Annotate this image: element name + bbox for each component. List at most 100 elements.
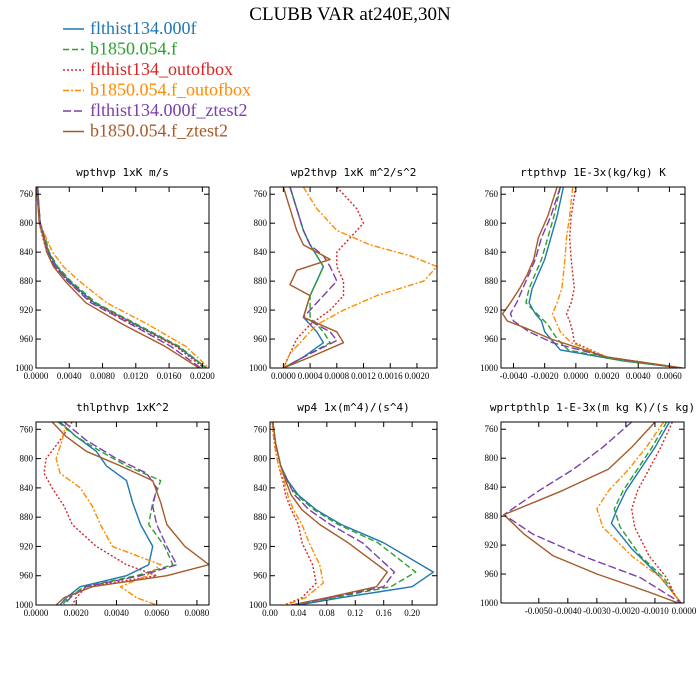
x-tick-label: 0.04 [291,608,307,618]
y-tick-label: 880 [254,276,268,286]
x-tick-label: -0.0030 [583,606,611,616]
series-line-flthist134-outofbox [271,422,317,605]
series-line-flthist134-000f [283,187,325,368]
series-group [43,422,209,605]
series-line-flthist134-000f-ztest2 [272,422,396,605]
y-tick-label: 760 [254,189,268,199]
y-tick-label: 920 [254,305,268,315]
y-tick-label: 920 [485,305,499,315]
y-tick-label: 1000 [480,363,499,373]
legend-entry-3: flthist134_outofbox [90,59,233,79]
series-line-flthist134-000f [59,422,154,605]
x-tick-label: -0.0020 [612,606,640,616]
y-tick-label: 760 [20,424,34,434]
series-line-b1850-054-f-ztest2 [501,187,683,368]
series-line-b1850-054-f-ztest2 [272,422,388,605]
y-tick-label: 800 [20,218,34,228]
x-tick-label: 0.0020 [595,371,620,381]
series-line-flthist134-000f-ztest2 [503,422,682,603]
series-line-b1850-054-f-outofbox [596,422,682,603]
y-tick-label: 1000 [249,600,268,610]
legend: flthist134.000fb1850.054.fflthist134_out… [63,18,251,141]
x-tick-label: 0.0000 [672,606,697,616]
x-tick-label: 0.0040 [104,608,129,618]
x-tick-label: 0.12 [347,608,363,618]
x-tick-label: -0.0040 [500,371,528,381]
x-tick-label: 0.0020 [405,371,430,381]
x-tick-label: -0.0010 [641,606,669,616]
series-line-flthist134-000f [528,187,682,368]
series-line-b1850-054-f [525,187,682,368]
y-tick-label: 920 [20,541,34,551]
legend-entry-5: flthist134.000f_ztest2 [90,100,247,120]
y-tick-label: 880 [485,276,499,286]
y-tick-label: 760 [485,424,499,434]
series-line-flthist134-outofbox [282,187,365,368]
x-tick-label: 0.0160 [157,371,182,381]
series-line-b1850-054-f-outofbox [55,422,162,605]
series-line-flthist134-000f-ztest2 [37,187,202,368]
y-tick-label: 880 [254,512,268,522]
series-line-b1850-054-f-ztest2 [36,187,200,368]
x-tick-label: 0.0080 [90,371,115,381]
y-tick-label: 960 [485,334,499,344]
series-line-b1850-054-f-ztest2 [503,422,679,603]
panel-title: rtpthvp 1E-3x(kg/kg) K [520,166,666,179]
y-tick-label: 920 [254,541,268,551]
panel-frame [500,186,686,369]
y-tick-label: 880 [20,276,34,286]
series-line-b1850-054-f-ztest2 [51,422,209,605]
panel-6: wprtpthlp 1-E-3x(m kg K)/(s kg) 760 800 840… [480,401,697,616]
y-tick-label: 800 [20,454,34,464]
y-tick-label: 960 [20,334,34,344]
y-tick-label: 1000 [15,600,34,610]
y-tick-label: 960 [485,569,499,579]
series-line-b1850-054-f-outofbox [271,422,324,605]
panel-frame [35,421,210,606]
y-tick-label: 800 [485,453,499,463]
legend-entry-4: b1850.054.f_outofbox [90,80,251,100]
x-tick-label: 0.08 [319,608,335,618]
x-tick-label: 0.0060 [657,371,682,381]
series-line-b1850-054-f [272,422,417,605]
y-tick-label: 960 [20,571,34,581]
x-tick-label: 0.00 [262,608,278,618]
y-tick-label: 960 [254,334,268,344]
y-tick-label: 840 [254,247,268,257]
x-tick-label: 0.0120 [123,371,148,381]
series-line-flthist134-000f-ztest2 [509,187,683,368]
x-tick-label: 0.0004 [298,371,323,381]
series-group [282,187,437,368]
x-tick-label: 0.16 [376,608,392,618]
series-line-b1850-054-f [613,422,682,603]
series-line-flthist134-outofbox [631,422,682,603]
x-tick-label: 0.0000 [271,371,296,381]
y-tick-label: 840 [20,483,34,493]
x-tick-label: 0.0012 [351,371,376,381]
y-tick-label: 880 [20,512,34,522]
x-tick-label: 0.20 [404,608,420,618]
x-tick-label: 0.0008 [324,371,349,381]
x-tick-label: 0.0000 [563,371,588,381]
y-tick-label: 800 [254,454,268,464]
panels: wpthvp 1xK m/s76080084088092096010000.00… [15,166,697,618]
figure-title: CLUBB VAR at240E,30N [249,4,451,25]
panel-frame [269,186,438,369]
panel-5: wp4 1x(m^4)/(s^4)76080084088092096010000… [249,401,438,618]
series-group [503,422,682,603]
series-group [36,187,209,368]
panel-frame [500,421,685,604]
y-tick-label: 920 [485,540,499,550]
x-tick-label: 0.0020 [64,608,89,618]
x-tick-label: 0.0000 [24,371,49,381]
y-tick-label: 920 [20,305,34,315]
y-tick-label: 840 [485,247,499,257]
series-line-flthist134-outofbox [565,187,683,368]
y-tick-label: 800 [485,218,499,228]
legend-entry-1: flthist134.000f [90,18,197,38]
legend-entry-2: b1850.054.f [90,39,177,59]
x-tick-label: 0.0040 [626,371,651,381]
y-tick-label: 960 [254,571,268,581]
x-tick-label: -0.0020 [531,371,559,381]
